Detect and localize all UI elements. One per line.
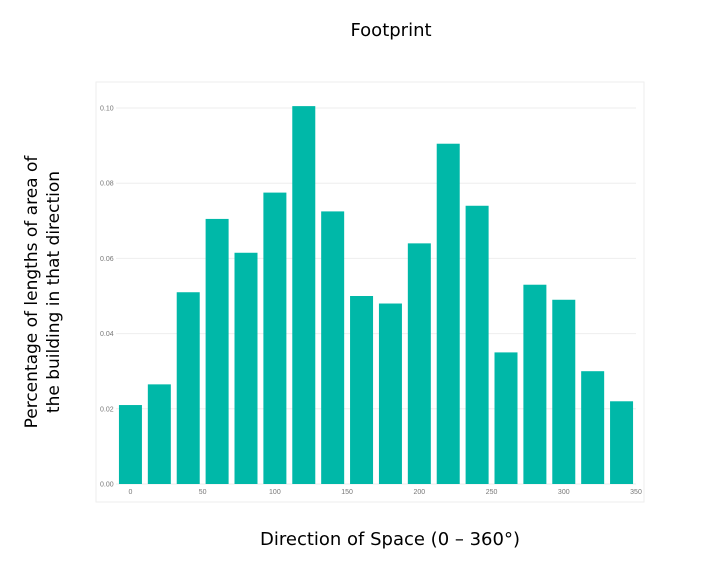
bar bbox=[263, 192, 287, 484]
bar bbox=[176, 292, 200, 484]
bar bbox=[205, 218, 229, 485]
y-tick-label: 0.00 bbox=[100, 482, 114, 489]
x-tick-label: 200 bbox=[413, 489, 425, 496]
x-tick-label: 350 bbox=[630, 489, 642, 496]
plot-frame bbox=[95, 81, 645, 503]
bar bbox=[118, 405, 142, 484]
bars bbox=[118, 106, 634, 485]
plot-border bbox=[95, 81, 645, 503]
bar bbox=[465, 205, 489, 484]
x-tick-label: 0 bbox=[128, 489, 132, 496]
x-tick-label: 100 bbox=[269, 489, 281, 496]
bar bbox=[552, 299, 576, 484]
bar bbox=[523, 284, 547, 484]
bar bbox=[610, 401, 634, 484]
y-tick-label: 0.04 bbox=[100, 331, 114, 338]
bar bbox=[292, 106, 316, 485]
bar bbox=[494, 352, 518, 484]
bar bbox=[436, 143, 460, 484]
y-tick-label: 0.02 bbox=[100, 406, 114, 413]
y-tick-label: 0.06 bbox=[100, 256, 114, 263]
bar bbox=[407, 243, 431, 484]
y-tick-label: 0.10 bbox=[100, 106, 114, 113]
x-tick-label: 300 bbox=[558, 489, 570, 496]
x-tick-label: 250 bbox=[486, 489, 498, 496]
chart-title: Footprint bbox=[350, 20, 432, 41]
y-tick-labels: 0.00 0.02 0.04 0.06 0.08 0.10 bbox=[100, 106, 114, 489]
bar bbox=[234, 252, 258, 484]
grid-lines bbox=[116, 107, 636, 485]
bar bbox=[350, 296, 374, 484]
x-axis-title: Direction of Space (0 – 360°) bbox=[260, 529, 520, 550]
x-tick-label: 50 bbox=[199, 489, 207, 496]
bar bbox=[378, 303, 402, 484]
x-tick-label: 150 bbox=[341, 489, 353, 496]
bar bbox=[321, 211, 345, 484]
bar bbox=[581, 371, 605, 484]
y-tick-label: 0.08 bbox=[100, 181, 114, 188]
bar bbox=[147, 384, 171, 484]
x-tick-labels: 0 50 100 150 200 250 300 350 bbox=[128, 489, 641, 496]
